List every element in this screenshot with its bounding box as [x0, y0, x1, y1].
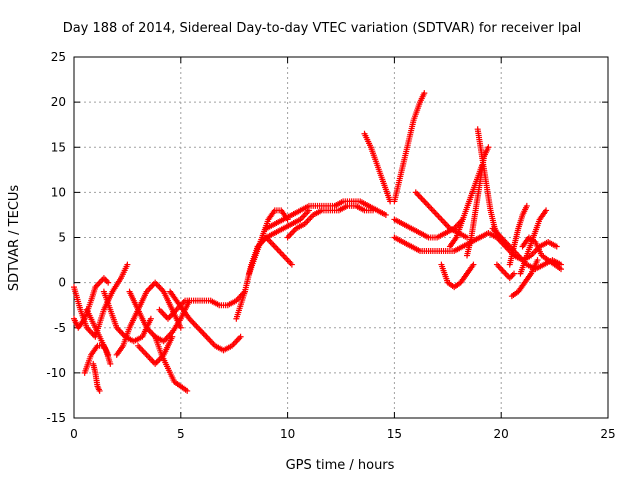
series-arc9 [152, 333, 191, 394]
data-point [382, 211, 389, 218]
data-point [177, 324, 184, 331]
x-tick-label: 25 [600, 427, 615, 441]
data-point [543, 207, 550, 214]
series-arc18 [361, 130, 394, 205]
y-axis-title: SDTVAR / TECUs [7, 185, 22, 292]
y-tick-label: 20 [51, 95, 66, 109]
series-arc4 [90, 360, 103, 394]
series-arc25 [464, 144, 492, 259]
series-arc13 [233, 207, 312, 322]
series-arc19 [391, 90, 428, 205]
series-arc10 [135, 333, 176, 367]
y-tick-label: -5 [54, 321, 66, 335]
data-point [470, 261, 477, 268]
data-point [147, 315, 154, 322]
series-arc30 [508, 257, 541, 300]
data-point [534, 257, 541, 264]
y-tick-label: -15 [46, 411, 66, 425]
data-point [124, 261, 131, 268]
x-tick-label: 10 [280, 427, 295, 441]
y-tick-label: -10 [46, 366, 66, 380]
data-point [553, 243, 560, 250]
series-arc29 [519, 234, 565, 273]
y-tick-label: 25 [51, 50, 66, 64]
x-tick-label: 15 [387, 427, 402, 441]
chart-title: Day 188 of 2014, Sidereal Day-to-day VTE… [63, 21, 582, 36]
series-arc22 [412, 189, 471, 241]
series-arc6 [100, 288, 154, 345]
series-arc31 [517, 207, 550, 277]
y-tick-label: 5 [58, 231, 66, 245]
data-point [558, 266, 565, 273]
data-point [184, 387, 191, 394]
x-tick-label: 20 [494, 427, 509, 441]
y-tick-label: 0 [58, 276, 66, 290]
series-arc5 [83, 306, 114, 367]
series-arc24 [446, 162, 485, 250]
data-layer [71, 90, 565, 394]
data-point [511, 270, 518, 277]
y-tick-label: 15 [51, 140, 66, 154]
data-point [107, 360, 114, 367]
data-point [370, 207, 377, 214]
series-arc32 [506, 202, 530, 268]
data-point [421, 90, 428, 97]
data-point [169, 333, 176, 340]
y-tick-label: 10 [51, 185, 66, 199]
series-arc16 [263, 198, 389, 232]
data-point [485, 144, 492, 151]
series-arc33 [493, 261, 518, 282]
data-point [96, 387, 103, 394]
x-tick-label: 0 [70, 427, 78, 441]
data-point [288, 261, 295, 268]
data-point [237, 333, 244, 340]
x-tick-label: 5 [177, 427, 185, 441]
data-point [523, 202, 530, 209]
axis-layer: 0 5 10 15 20 25 -15 -10 -5 0 5 10 15 20 25 [46, 50, 615, 441]
series-arc17 [284, 202, 377, 241]
x-axis-title: GPS time / hours [286, 458, 395, 473]
data-point [105, 279, 112, 286]
grid-layer [74, 57, 608, 418]
series-arc12 [167, 288, 244, 354]
series-arc23 [438, 261, 477, 291]
series-arc15 [254, 234, 295, 268]
